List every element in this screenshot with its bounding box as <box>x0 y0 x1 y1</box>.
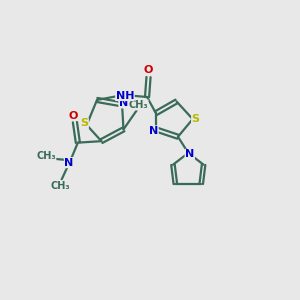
Text: N: N <box>185 149 194 159</box>
Text: CH₃: CH₃ <box>128 100 148 110</box>
Text: O: O <box>69 110 78 121</box>
Text: N: N <box>149 126 158 136</box>
Text: O: O <box>144 65 153 76</box>
Text: CH₃: CH₃ <box>36 152 56 161</box>
Text: NH: NH <box>116 91 134 100</box>
Text: S: S <box>192 114 200 124</box>
Text: S: S <box>80 118 88 128</box>
Text: N: N <box>119 98 128 108</box>
Text: N: N <box>64 158 74 168</box>
Text: CH₃: CH₃ <box>50 181 70 191</box>
